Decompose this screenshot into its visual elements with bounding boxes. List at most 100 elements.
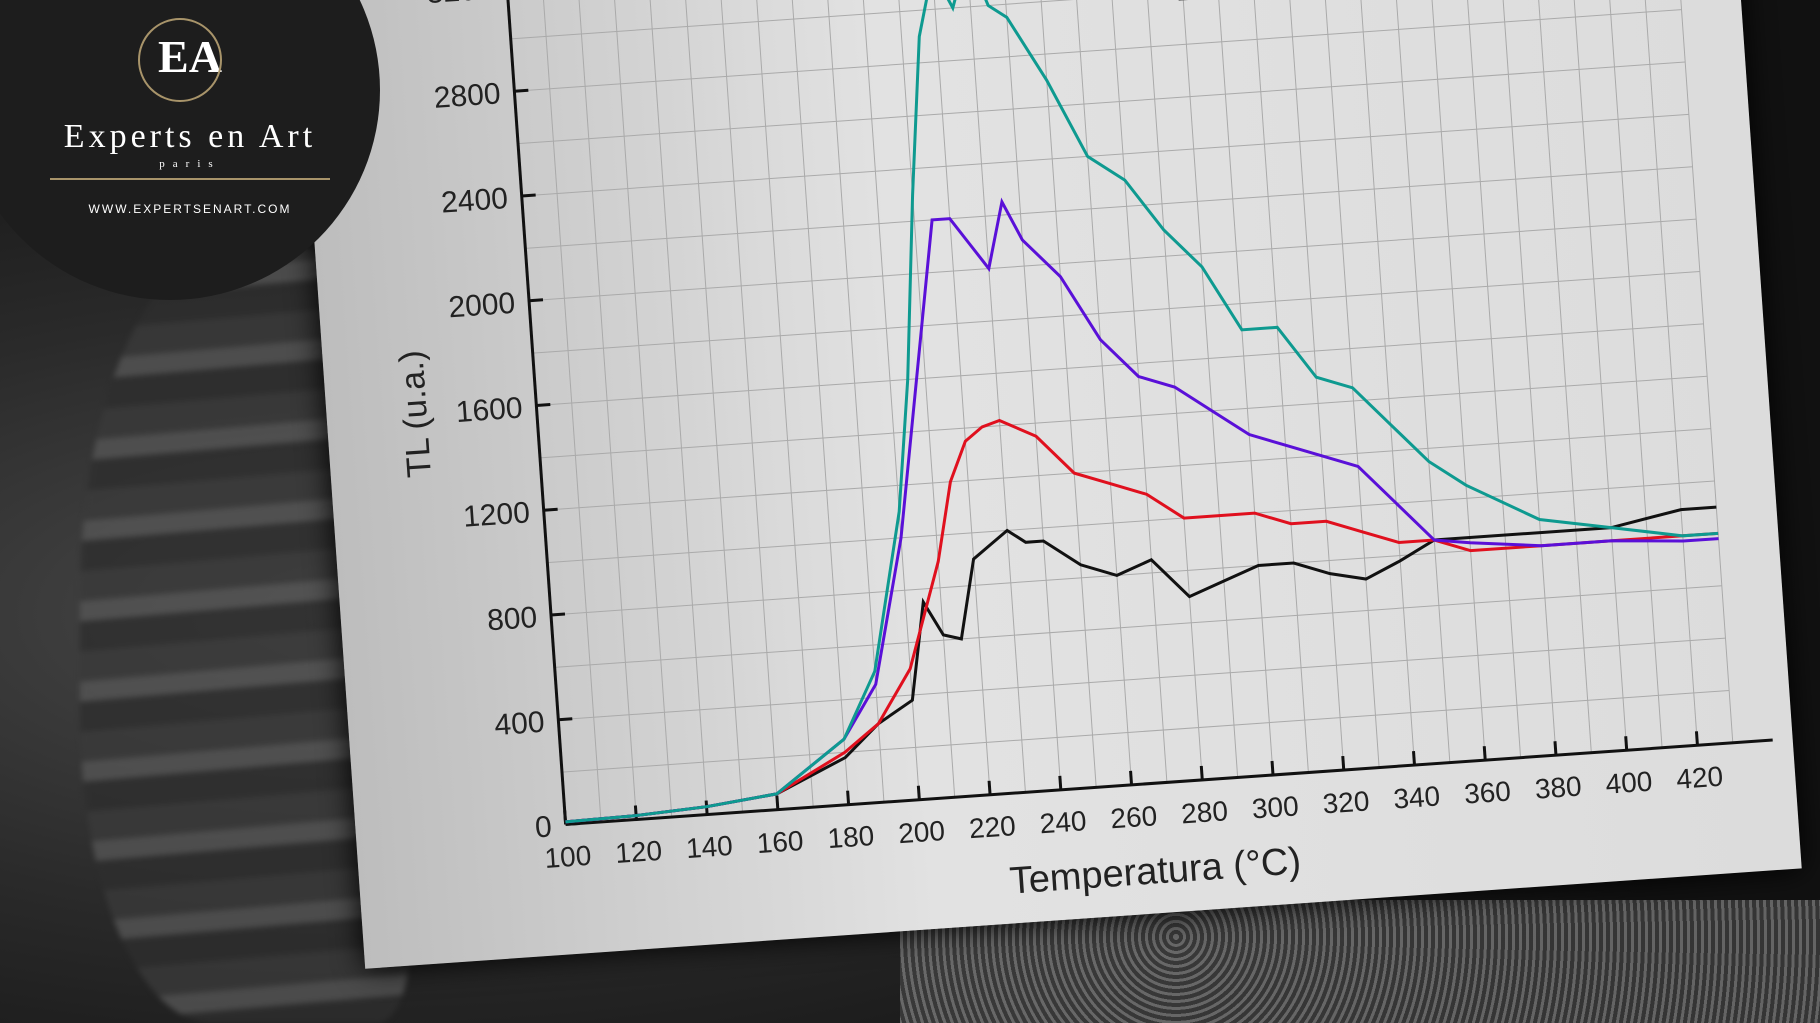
x-tick bbox=[1553, 741, 1558, 756]
grid-line-y bbox=[536, 323, 1704, 406]
grid-line-y bbox=[539, 375, 1708, 459]
x-tick bbox=[1058, 775, 1063, 790]
grid-line-x bbox=[648, 0, 708, 815]
chart-panel: 100 120 140 160 180 200 220 240 260 280 300 320 340 3… bbox=[294, 0, 1802, 969]
y-tick-label: 3200 bbox=[425, 0, 494, 10]
y-tick bbox=[514, 88, 529, 93]
y-tick-label: 1600 bbox=[455, 391, 524, 429]
logo-website: WWW.EXPERTSENART.COM bbox=[88, 202, 292, 216]
logo-name: Experts en Art bbox=[63, 118, 317, 155]
grid-line-y bbox=[518, 61, 1686, 145]
grid-line-x bbox=[612, 0, 673, 818]
grid-line-y bbox=[528, 218, 1697, 302]
x-tick bbox=[775, 795, 780, 810]
x-tick-label: 240 bbox=[1039, 805, 1088, 839]
x-tick-label: 320 bbox=[1322, 785, 1371, 819]
x-axis-label: Temperatura (°C) bbox=[1008, 840, 1302, 902]
series-line-0 bbox=[565, 505, 1717, 824]
grid-line-y bbox=[532, 270, 1700, 354]
grid-line-y bbox=[561, 689, 1730, 773]
grid-line-y bbox=[558, 637, 1726, 721]
grid-line-x bbox=[1673, 0, 1734, 743]
y-tick-label: 2800 bbox=[433, 77, 502, 115]
grid-line-x bbox=[1390, 0, 1451, 763]
y-tick bbox=[543, 507, 558, 512]
x-tick bbox=[1624, 736, 1629, 751]
grid-line-y bbox=[547, 480, 1715, 564]
grid-line-x bbox=[930, 0, 991, 795]
x-tick-label: 100 bbox=[544, 840, 593, 874]
y-tick-label: 400 bbox=[493, 706, 545, 742]
x-tick-label: 120 bbox=[614, 835, 663, 869]
x-tick bbox=[633, 805, 638, 820]
grid-line-x bbox=[718, 0, 779, 810]
grid-line-x bbox=[1072, 0, 1133, 785]
logo-city: paris bbox=[159, 158, 221, 170]
logo-ring bbox=[138, 18, 222, 102]
y-tick bbox=[558, 717, 573, 722]
x-axis bbox=[565, 738, 1773, 826]
tl-chart: 100 120 140 160 180 200 220 240 260 280 300 320 340 3… bbox=[392, 0, 1773, 903]
grid-line-y bbox=[514, 9, 1682, 92]
grid-line-x bbox=[541, 0, 602, 822]
y-tick-label: 2000 bbox=[447, 287, 516, 325]
y-tick-label: 2400 bbox=[440, 182, 509, 220]
x-tick-label: 400 bbox=[1605, 766, 1654, 800]
grid-line-y bbox=[521, 113, 1689, 197]
grid-line-x bbox=[1461, 0, 1522, 758]
y-tick bbox=[528, 298, 544, 303]
x-tick-label: 380 bbox=[1534, 771, 1583, 805]
y-tick-label: 1200 bbox=[462, 496, 531, 534]
grid-line-y bbox=[543, 428, 1711, 511]
x-tick bbox=[846, 790, 851, 805]
x-tick-label: 360 bbox=[1463, 775, 1512, 809]
grid-line-x bbox=[1249, 0, 1309, 773]
series-line-2 bbox=[565, 197, 1719, 824]
x-tick bbox=[1694, 731, 1699, 746]
grid-line-x bbox=[683, 0, 743, 813]
x-tick-label: 160 bbox=[756, 825, 805, 859]
y-tick bbox=[521, 193, 536, 198]
grid-line-x bbox=[577, 0, 637, 820]
x-tick-label: 300 bbox=[1251, 790, 1300, 824]
x-tick-label: 420 bbox=[1675, 761, 1724, 795]
x-tick bbox=[1341, 755, 1346, 771]
y-tick-label: 800 bbox=[486, 601, 538, 637]
grid-line-x bbox=[1213, 0, 1274, 776]
grid-line-x bbox=[966, 0, 1026, 793]
x-tick-label: 140 bbox=[685, 830, 734, 864]
x-tick bbox=[916, 785, 921, 800]
grid-line-x bbox=[1143, 0, 1203, 780]
grid-line-x bbox=[1001, 0, 1062, 790]
y-tick bbox=[550, 612, 566, 617]
grid-line-x bbox=[1178, 0, 1239, 778]
x-tick bbox=[1412, 751, 1416, 766]
grid-line-y bbox=[525, 166, 1693, 249]
x-tick bbox=[987, 780, 992, 795]
grid-line-x bbox=[1107, 0, 1168, 783]
x-tick bbox=[1129, 770, 1134, 785]
grid-line-y bbox=[554, 585, 1722, 668]
grid-line-x bbox=[1426, 0, 1486, 761]
x-tick-label: 280 bbox=[1180, 795, 1229, 829]
y-axis bbox=[501, 0, 568, 825]
x-tick-label: 220 bbox=[968, 810, 1017, 844]
y-tick-label: 0 bbox=[534, 810, 553, 844]
y-tick bbox=[565, 821, 580, 826]
x-tick bbox=[563, 810, 568, 825]
y-axis-label: TL (u.a.) bbox=[392, 349, 439, 479]
x-tick bbox=[1270, 760, 1275, 776]
x-tick-label: 180 bbox=[826, 820, 875, 854]
logo-divider bbox=[50, 178, 330, 180]
grid-line-x bbox=[1320, 0, 1380, 768]
x-tick-label: 260 bbox=[1109, 800, 1158, 834]
x-tick bbox=[1482, 746, 1487, 761]
y-tick bbox=[536, 402, 551, 407]
grid-line-x bbox=[1496, 0, 1557, 756]
grid-line-x bbox=[754, 0, 814, 808]
x-tick-label: 340 bbox=[1392, 780, 1441, 814]
grid-line-x bbox=[1355, 0, 1415, 766]
grid-line-y bbox=[510, 0, 1678, 40]
series-line-3 bbox=[565, 0, 1719, 824]
x-tick bbox=[1199, 765, 1204, 781]
